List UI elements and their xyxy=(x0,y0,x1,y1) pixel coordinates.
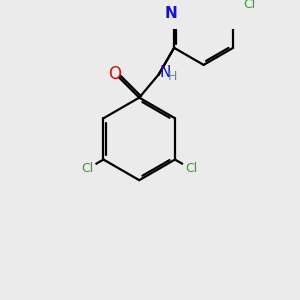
Text: N: N xyxy=(160,65,171,80)
Text: O: O xyxy=(108,65,121,83)
Text: Cl: Cl xyxy=(243,0,256,11)
Text: H: H xyxy=(168,70,177,83)
Text: Cl: Cl xyxy=(81,163,93,176)
Text: N: N xyxy=(164,6,177,21)
Text: Cl: Cl xyxy=(185,163,197,176)
